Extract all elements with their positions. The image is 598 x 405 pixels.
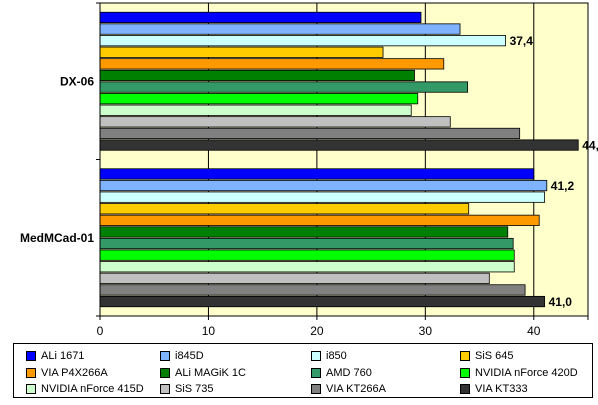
bar xyxy=(99,69,415,82)
legend-swatch xyxy=(26,367,36,378)
legend-item: NVIDIA nForce 415D xyxy=(26,382,144,395)
legend-swatch xyxy=(160,350,170,361)
bar xyxy=(99,81,469,93)
x-tick-label: 10 xyxy=(202,324,216,338)
legend-swatch xyxy=(311,383,321,394)
bar-chart: 37,4 44,1 41,2 41,0 DX-06 MedMCad-01 0 10 20 30… xyxy=(20,2,598,338)
legend-swatch xyxy=(460,350,470,361)
axes xyxy=(96,2,589,320)
bar xyxy=(99,127,521,140)
legend-swatch xyxy=(26,383,36,394)
bar xyxy=(99,35,506,47)
x-tick-labels: 0 10 20 30 40 xyxy=(97,324,541,338)
bar xyxy=(99,203,470,215)
legend-label: SiS 735 xyxy=(175,382,214,395)
x-tick-label: 0 xyxy=(97,324,104,338)
legend-label: SiS 645 xyxy=(475,349,514,362)
legend-item: AMD 760 xyxy=(311,366,372,379)
legend-label: ALi 1671 xyxy=(41,349,85,362)
legend-item: SiS 645 xyxy=(460,349,514,362)
bar xyxy=(99,93,419,105)
legend-item: i850 xyxy=(311,349,347,362)
legend: ALi 1671 i845D i850 SiS 645 VIA P4X266A ALi M… xyxy=(13,343,593,398)
legend-item: VIA KT333 xyxy=(460,382,528,395)
data-label: 41,0 xyxy=(549,295,573,309)
legend-swatch xyxy=(160,383,170,394)
bar xyxy=(99,261,515,273)
bar xyxy=(99,295,546,308)
legend-swatch xyxy=(160,367,170,378)
bar xyxy=(99,116,451,128)
legend-swatch xyxy=(460,383,470,394)
bar xyxy=(99,237,514,250)
data-label: 37,4 xyxy=(510,34,534,48)
legend-item: VIA KT266A xyxy=(311,382,386,395)
bar xyxy=(99,168,535,180)
legend-label: VIA P4X266A xyxy=(41,366,108,379)
bar xyxy=(99,272,490,284)
category-labels: DX-06 MedMCad-01 xyxy=(20,74,94,245)
category-label: MedMCad-01 xyxy=(20,231,94,245)
bar xyxy=(99,139,579,151)
bar xyxy=(99,11,422,24)
legend-label: VIA KT333 xyxy=(475,382,528,395)
bar xyxy=(99,179,548,192)
legend-label: NVIDIA nForce 420D xyxy=(475,366,578,379)
legend-label: AMD 760 xyxy=(326,366,372,379)
bar xyxy=(99,58,445,70)
legend-item: NVIDIA nForce 420D xyxy=(460,366,578,379)
legend-item: VIA P4X266A xyxy=(26,366,108,379)
legend-label: VIA KT266A xyxy=(326,382,386,395)
legend-item: ALi 1671 xyxy=(26,349,84,362)
bars xyxy=(99,11,579,308)
legend-item: i845D xyxy=(160,349,204,362)
data-label: 41,2 xyxy=(551,179,575,193)
bar xyxy=(99,226,509,238)
legend-swatch xyxy=(460,367,470,378)
legend-label: NVIDIA nForce 415D xyxy=(41,382,144,395)
legend-label: ALi MAGiK 1C xyxy=(175,366,246,379)
bar xyxy=(99,214,540,226)
x-tick-label: 20 xyxy=(310,324,324,338)
legend-label: i850 xyxy=(326,349,347,362)
category-label: DX-06 xyxy=(60,74,94,88)
legend-swatch xyxy=(311,350,321,361)
legend-item: SiS 735 xyxy=(160,382,214,395)
bar xyxy=(99,284,526,296)
x-tick-label: 40 xyxy=(527,324,541,338)
bar xyxy=(99,23,461,35)
bar xyxy=(99,46,384,58)
bar xyxy=(99,104,412,116)
bar-labels: 37,4 44,1 41,2 41,0 xyxy=(510,34,598,309)
legend-label: i845D xyxy=(175,349,204,362)
legend-item: ALi MAGiK 1C xyxy=(160,366,246,379)
legend-swatch xyxy=(311,367,321,378)
bar xyxy=(99,191,546,203)
legend-swatch xyxy=(26,350,36,361)
bar xyxy=(99,249,515,261)
data-label: 44,1 xyxy=(582,139,598,153)
x-tick-label: 30 xyxy=(419,324,433,338)
